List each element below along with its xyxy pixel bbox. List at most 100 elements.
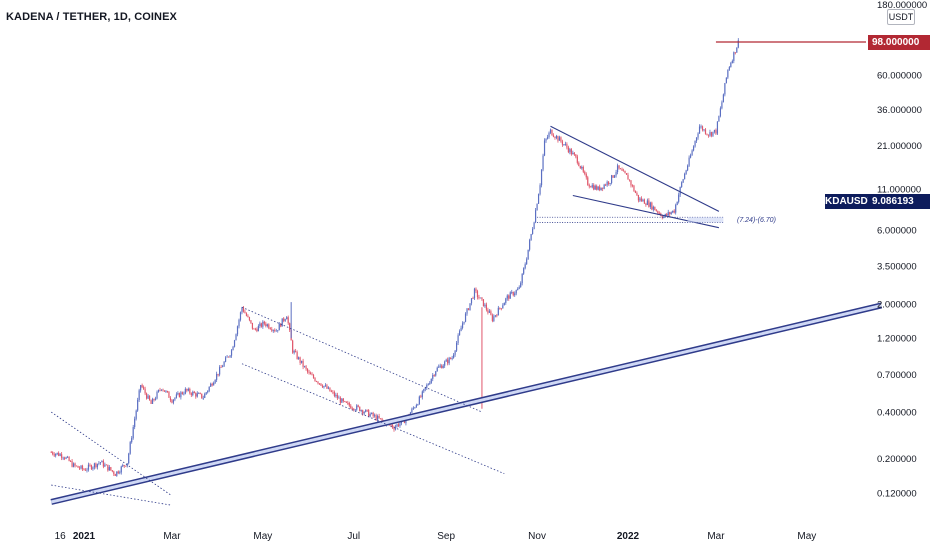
candle-body-2021-05-06 bbox=[269, 328, 271, 330]
candle-body-2021-07-20 bbox=[381, 418, 383, 421]
candle-body-2021-06-30 bbox=[351, 408, 353, 410]
candle-body-2021-10-31 bbox=[534, 210, 537, 223]
candle-body-2021-08-05 bbox=[405, 419, 407, 424]
candle-body-2021-06-28 bbox=[348, 402, 350, 406]
candle-body-2021-09-03 bbox=[448, 357, 450, 364]
candle-body-2021-11-11 bbox=[551, 129, 553, 136]
candle-body-2021-12-31 bbox=[625, 173, 628, 175]
candle-body-2020-12-15 bbox=[58, 452, 60, 456]
candle-body-2022-03-08 bbox=[725, 77, 727, 84]
x-tick-label: May bbox=[253, 531, 272, 542]
candle-body-2021-07-19 bbox=[379, 418, 382, 420]
candle-body-2021-12-16 bbox=[603, 184, 605, 189]
candle-body-2021-05-15 bbox=[283, 318, 285, 321]
candle-body-2022-03-02 bbox=[716, 121, 719, 134]
candle-body-2020-12-27 bbox=[75, 465, 78, 467]
candle-body-2021-01-29 bbox=[125, 465, 127, 467]
candle-body-2021-03-04 bbox=[175, 394, 178, 398]
candle-body-2021-06-16 bbox=[330, 391, 333, 393]
candle-body-2021-05-14 bbox=[281, 318, 283, 327]
early-upper[interactable] bbox=[50, 411, 173, 497]
candle-body-2021-02-11 bbox=[144, 388, 146, 394]
early-lower[interactable] bbox=[51, 484, 173, 506]
candle-body-2021-07-07 bbox=[362, 410, 364, 414]
candle-body-2022-03-10 bbox=[728, 67, 730, 70]
candle-body-2021-12-22 bbox=[612, 175, 614, 178]
candle-body-2021-12-09 bbox=[593, 185, 595, 190]
candle-body-2021-08-21 bbox=[429, 383, 431, 385]
candle-body-2021-06-02 bbox=[309, 372, 312, 375]
candle-body-2021-01-05 bbox=[89, 464, 91, 466]
candle-body-2021-06-11 bbox=[323, 385, 325, 388]
candle-body-2022-01-20 bbox=[655, 210, 657, 212]
candle-body-2021-03-28 bbox=[211, 383, 213, 386]
candle-body-2021-09-10 bbox=[458, 331, 461, 336]
candle-body-2021-08-24 bbox=[433, 375, 435, 376]
candle-body-2021-11-29 bbox=[578, 162, 580, 167]
candle-body-2021-01-26 bbox=[120, 466, 122, 473]
candle-body-2021-04-08 bbox=[227, 356, 230, 358]
candle-body-2021-09-05 bbox=[451, 357, 453, 359]
wedge-upper[interactable] bbox=[550, 125, 720, 212]
candle-body-2021-10-09 bbox=[502, 305, 504, 309]
candle-body-2021-01-21 bbox=[113, 471, 115, 475]
candle-body-2021-06-17 bbox=[332, 391, 334, 393]
candle-body-2021-02-03 bbox=[132, 427, 134, 439]
candle-body-2021-04-15 bbox=[238, 319, 240, 327]
candle-body-2021-03-18 bbox=[196, 393, 198, 397]
candle-body-2021-04-09 bbox=[229, 355, 231, 357]
candle-body-2021-05-03 bbox=[265, 323, 267, 327]
candle-body-2021-08-20 bbox=[427, 384, 429, 386]
candle-body-2021-11-13 bbox=[554, 136, 556, 138]
candle-body-2021-11-19 bbox=[563, 144, 565, 146]
candle-body-2022-02-11 bbox=[688, 157, 690, 166]
currency-unit-button[interactable]: USDT bbox=[887, 9, 915, 25]
candle-body-2021-02-05 bbox=[135, 410, 137, 419]
candle-body-2021-10-17 bbox=[514, 293, 516, 296]
candle-body-2021-05-13 bbox=[280, 323, 282, 327]
candle-body-2021-06-13 bbox=[326, 385, 328, 389]
candle-body-2021-08-14 bbox=[418, 396, 420, 405]
candle-body-2021-02-19 bbox=[156, 391, 158, 399]
candle-body-2021-04-26 bbox=[254, 328, 256, 330]
candle-body-2022-02-09 bbox=[685, 170, 687, 175]
candle-body-2021-09-27 bbox=[484, 304, 486, 307]
candle-body-2022-02-21 bbox=[703, 129, 705, 131]
candle-body-2021-02-28 bbox=[169, 397, 172, 401]
candle-body-2022-01-12 bbox=[643, 199, 645, 204]
candle-body-2021-11-14 bbox=[555, 136, 558, 138]
candle-body-2020-12-11 bbox=[52, 452, 54, 455]
candle-body-2021-07-05 bbox=[359, 406, 361, 412]
candle-body-2022-02-27 bbox=[712, 131, 714, 136]
candle-body-2021-08-25 bbox=[435, 371, 437, 376]
candle-body-2022-02-20 bbox=[701, 126, 704, 131]
candle-body-2021-12-04 bbox=[585, 174, 587, 178]
candle-body-2021-09-30 bbox=[488, 311, 490, 313]
candle-body-2022-01-28 bbox=[667, 212, 669, 216]
y-tick-label: 0.120000 bbox=[877, 489, 917, 500]
channel-upper[interactable] bbox=[241, 306, 483, 413]
candle-body-2021-08-23 bbox=[432, 375, 434, 379]
candle-body-2020-12-29 bbox=[78, 467, 81, 469]
y-tick-label-clipped: 180.000000 bbox=[877, 0, 927, 11]
y-tick-label: 36.000000 bbox=[877, 105, 922, 116]
candle-body-2021-01-24 bbox=[117, 471, 119, 474]
long-term-support-inner bbox=[50, 304, 882, 504]
candle-body-2021-08-01 bbox=[399, 423, 401, 427]
candle-body-2021-02-04 bbox=[134, 418, 136, 428]
candle-body-2021-05-09 bbox=[274, 329, 276, 331]
channel-lower[interactable] bbox=[241, 363, 505, 475]
candle-body-2021-05-05 bbox=[268, 324, 270, 329]
candle-body-2021-12-05 bbox=[587, 177, 589, 186]
candle-body-2022-01-10 bbox=[640, 198, 643, 202]
candle-body-2021-03-06 bbox=[178, 393, 180, 398]
candle-body-2021-06-09 bbox=[320, 383, 322, 386]
x-tick-label: Jul bbox=[347, 531, 360, 542]
candle-body-2021-12-07 bbox=[590, 186, 592, 188]
candle-body-2021-11-16 bbox=[558, 137, 561, 141]
candle-body-2020-12-25 bbox=[72, 463, 75, 467]
candle-body-2021-01-02 bbox=[84, 469, 87, 471]
candle-body-2021-02-24 bbox=[163, 390, 166, 392]
